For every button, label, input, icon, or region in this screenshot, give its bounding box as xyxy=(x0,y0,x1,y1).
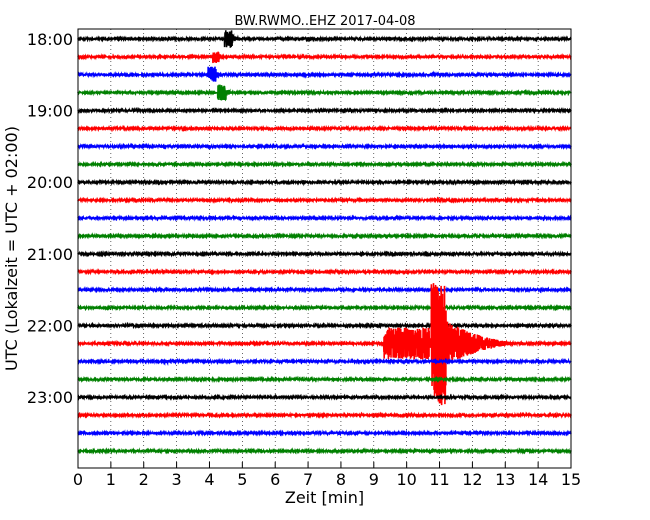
chart-title: BW.RWMO..EHZ 2017-04-08 xyxy=(234,14,415,29)
x-tick-label: 12 xyxy=(462,470,482,489)
x-tick-label: 15 xyxy=(561,470,581,489)
trace-line xyxy=(77,84,572,102)
trace-line xyxy=(77,124,572,133)
x-tick-label: 2 xyxy=(139,470,149,489)
x-tick-label: 3 xyxy=(172,470,182,489)
trace-line xyxy=(77,178,572,187)
x-axis: 0 1 2 3 4 5 6 7 8 9 10 11 12 13 14 15 xyxy=(73,462,581,489)
x-tick-label: 0 xyxy=(73,470,83,489)
trace-line xyxy=(77,357,572,367)
trace-lines xyxy=(77,30,572,455)
trace-line xyxy=(77,321,572,330)
trace-line xyxy=(77,196,572,204)
x-tick-label: 11 xyxy=(429,470,449,489)
x-tick-label: 1 xyxy=(106,470,116,489)
y-tick-label: 18:00 xyxy=(27,30,73,49)
y-tick-label: 21:00 xyxy=(27,245,73,264)
y-tick-label: 22:00 xyxy=(27,317,73,336)
trace-line xyxy=(77,411,572,419)
trace-line xyxy=(77,232,572,240)
trace-line xyxy=(77,393,572,401)
trace-line xyxy=(77,30,572,48)
trace-line xyxy=(77,160,572,169)
trace-line xyxy=(77,214,572,222)
x-tick-label: 9 xyxy=(369,470,379,489)
trace-line xyxy=(77,66,572,82)
trace-line xyxy=(77,285,572,294)
x-tick-label: 7 xyxy=(303,470,313,489)
x-tick-label: 13 xyxy=(495,470,515,489)
x-tick-label: 4 xyxy=(204,470,214,489)
trace-line xyxy=(77,142,572,151)
y-tick-label: 19:00 xyxy=(27,102,73,121)
trace-line xyxy=(77,250,572,258)
trace-line xyxy=(77,429,572,437)
x-tick-label: 8 xyxy=(336,470,346,489)
trace-line xyxy=(77,283,572,406)
trace-line xyxy=(77,375,572,384)
y-axis: 18:00 19:00 20:00 21:00 22:00 23:00 xyxy=(27,30,84,407)
trace-line xyxy=(77,268,572,276)
trace-line xyxy=(77,303,572,312)
trace-line xyxy=(77,447,572,455)
plot-frame xyxy=(77,28,572,469)
trace-line xyxy=(77,106,572,115)
x-tick-label: 14 xyxy=(528,470,548,489)
x-tick-label: 10 xyxy=(396,470,416,489)
y-tick-label: 23:00 xyxy=(27,388,73,407)
y-tick-label: 20:00 xyxy=(27,173,73,192)
x-tick-label: 5 xyxy=(237,470,247,489)
y-axis-label: UTC (Lokalzeit = UTC + 02:00) xyxy=(2,126,21,371)
x-axis-label: Zeit [min] xyxy=(285,488,364,507)
trace-line xyxy=(77,51,572,64)
x-tick-label: 6 xyxy=(270,470,280,489)
